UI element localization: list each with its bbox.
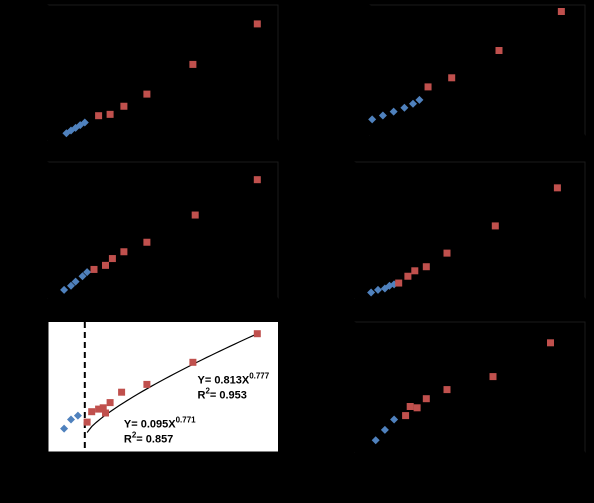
point: [99, 404, 107, 412]
point: [448, 74, 456, 82]
point: [404, 272, 412, 280]
panel: [354, 321, 586, 453]
annotation-text: R: [198, 389, 206, 401]
fit-curve: [86, 333, 258, 433]
point: [143, 380, 151, 388]
point: [406, 403, 414, 410]
point: [443, 249, 451, 257]
point: [557, 8, 565, 15]
point: [189, 60, 197, 68]
point: [67, 415, 75, 424]
plot-area: [48, 322, 278, 452]
point: [495, 47, 503, 54]
point: [71, 277, 80, 286]
point: [253, 330, 261, 338]
point: [402, 412, 410, 420]
point: [415, 95, 424, 104]
plot-frame: [354, 161, 586, 299]
point: [400, 103, 409, 112]
annotation: R2= 0.857: [124, 430, 173, 445]
point: [83, 268, 92, 277]
annotation-text: = 0.857: [136, 434, 173, 446]
point: [95, 405, 103, 413]
point: [489, 373, 497, 381]
point: [491, 222, 499, 230]
point: [413, 404, 421, 412]
point: [422, 263, 430, 271]
superscript: 2: [132, 430, 137, 439]
panel: [354, 161, 586, 299]
point: [143, 90, 151, 98]
point: [378, 111, 387, 120]
point: [108, 255, 116, 263]
point: [380, 425, 389, 434]
point: [90, 265, 98, 273]
point: [547, 339, 554, 347]
superscript: 0.777: [249, 371, 270, 380]
point: [368, 115, 377, 124]
point: [371, 436, 380, 445]
point: [80, 118, 89, 127]
point: [390, 415, 399, 424]
point: [60, 285, 69, 294]
point: [67, 281, 75, 290]
superscript: 0.771: [176, 415, 197, 424]
point: [443, 386, 451, 394]
point: [191, 211, 199, 219]
point: [120, 102, 128, 110]
point: [106, 110, 114, 118]
point: [60, 424, 69, 433]
point: [95, 112, 103, 120]
point: [422, 395, 430, 403]
point: [73, 411, 82, 420]
point: [253, 20, 261, 28]
point: [102, 261, 109, 269]
annotation: Y= 0.095X0.771: [124, 415, 196, 430]
annotation-text: Y= 0.813X: [198, 374, 250, 386]
annotation: R2= 0.953: [198, 386, 247, 401]
panel: [368, 4, 586, 136]
plot-frame: [369, 4, 586, 136]
point: [374, 285, 382, 294]
annotation-text: R: [124, 434, 132, 446]
superscript: 2: [205, 386, 210, 395]
point: [106, 399, 114, 407]
point: [189, 358, 197, 366]
annotation: Y= 0.813X0.777: [198, 371, 270, 386]
point: [424, 83, 432, 91]
point: [367, 288, 376, 297]
point: [395, 279, 403, 287]
point: [102, 409, 109, 417]
point: [253, 176, 261, 184]
panel: [47, 4, 279, 141]
annotation-text: Y= 0.095X: [124, 419, 176, 431]
point: [143, 238, 151, 246]
point: [411, 267, 419, 275]
point: [88, 408, 96, 416]
plot-frame: [47, 4, 279, 141]
point: [409, 99, 417, 108]
point: [78, 272, 87, 281]
point: [389, 107, 398, 116]
annotation-text: = 0.953: [210, 389, 247, 401]
panel: [47, 161, 279, 299]
point: [553, 184, 561, 192]
point: [120, 248, 128, 256]
point: [118, 388, 126, 396]
point: [83, 418, 91, 426]
